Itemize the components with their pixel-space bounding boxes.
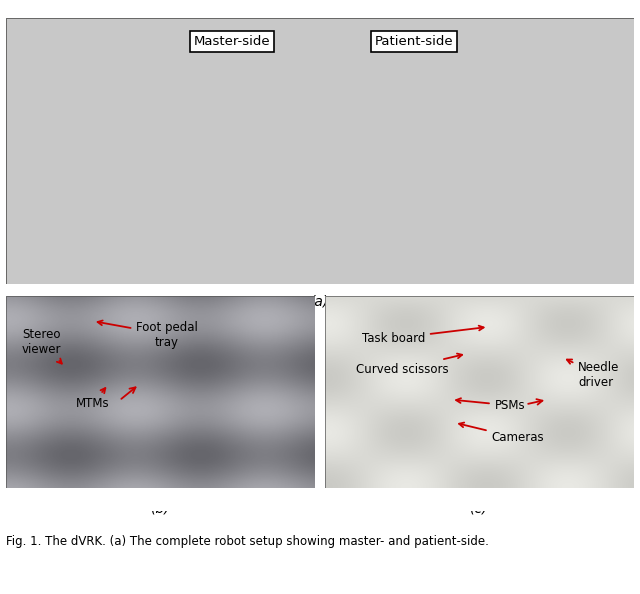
Text: MTMs: MTMs [76, 388, 109, 410]
FancyBboxPatch shape [6, 18, 634, 284]
Text: Foot pedal
tray: Foot pedal tray [98, 321, 198, 349]
Text: Needle
driver: Needle driver [567, 359, 620, 388]
Text: (c): (c) [470, 501, 488, 515]
Text: Curved scissors: Curved scissors [356, 353, 462, 375]
Text: (b): (b) [151, 501, 171, 515]
Text: Task board: Task board [362, 326, 484, 345]
Text: Stereo
viewer: Stereo viewer [22, 328, 62, 364]
Text: Cameras: Cameras [459, 422, 544, 444]
Text: Fig. 1. The dVRK. (a) The complete robot setup showing master- and patient-side.: Fig. 1. The dVRK. (a) The complete robot… [6, 535, 489, 548]
Text: Patient-side: Patient-side [375, 35, 453, 48]
Text: (a): (a) [310, 295, 330, 308]
Text: Master-side: Master-side [194, 35, 271, 48]
Text: PSMs: PSMs [456, 398, 525, 412]
